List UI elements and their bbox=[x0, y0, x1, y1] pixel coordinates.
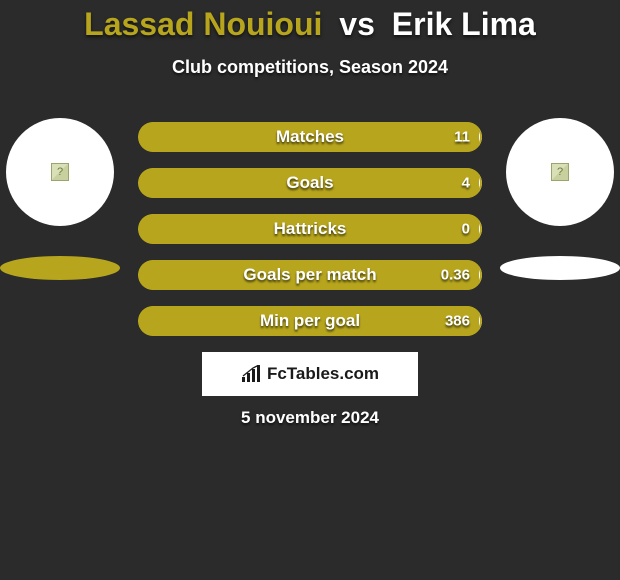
player1-name: Lassad Nouioui bbox=[84, 6, 322, 42]
stat-bar-label: Goals per match bbox=[243, 265, 376, 285]
stat-bar-fill-p2 bbox=[479, 122, 482, 152]
stat-bar-label: Goals bbox=[286, 173, 333, 193]
player2-shadow bbox=[500, 256, 620, 280]
comparison-title: Lassad Nouioui vs Erik Lima bbox=[0, 0, 620, 43]
player2-zone: ? bbox=[500, 118, 620, 280]
stat-bar-label: Matches bbox=[276, 127, 344, 147]
broken-image-icon: ? bbox=[551, 163, 569, 181]
stat-bar: Matches 11 bbox=[138, 122, 482, 152]
chart-icon bbox=[241, 365, 263, 383]
subtitle: Club competitions, Season 2024 bbox=[0, 57, 620, 78]
broken-image-icon: ? bbox=[51, 163, 69, 181]
player2-avatar: ? bbox=[506, 118, 614, 226]
stat-bar: Goals 4 bbox=[138, 168, 482, 198]
date-stamp: 5 november 2024 bbox=[0, 408, 620, 428]
stat-bar: Min per goal 386 bbox=[138, 306, 482, 336]
stat-bar: Goals per match 0.36 bbox=[138, 260, 482, 290]
stat-bar-fill-p2 bbox=[479, 260, 482, 290]
player2-name: Erik Lima bbox=[392, 6, 536, 42]
player1-avatar: ? bbox=[6, 118, 114, 226]
stat-bar-value-p2: 4 bbox=[462, 175, 470, 192]
stat-bar-value-p2: 11 bbox=[454, 129, 470, 146]
brand-box: FcTables.com bbox=[202, 352, 418, 396]
player1-shadow bbox=[0, 256, 120, 280]
stat-bar-fill-p2 bbox=[479, 214, 482, 244]
stat-bar-label: Hattricks bbox=[274, 219, 347, 239]
player1-zone: ? bbox=[0, 118, 120, 280]
stat-bar-fill-p2 bbox=[479, 306, 482, 336]
stat-bar-label: Min per goal bbox=[260, 311, 360, 331]
brand-text: FcTables.com bbox=[267, 364, 379, 384]
stats-bars: Matches 11 Goals 4 Hattricks 0 Goals per match… bbox=[138, 122, 482, 352]
stat-bar-value-p2: 0.36 bbox=[441, 267, 470, 284]
stat-bar: Hattricks 0 bbox=[138, 214, 482, 244]
stat-bar-value-p2: 0 bbox=[462, 221, 470, 238]
stat-bar-fill-p2 bbox=[479, 168, 482, 198]
stat-bar-value-p2: 386 bbox=[445, 313, 470, 330]
vs-text: vs bbox=[339, 6, 375, 42]
